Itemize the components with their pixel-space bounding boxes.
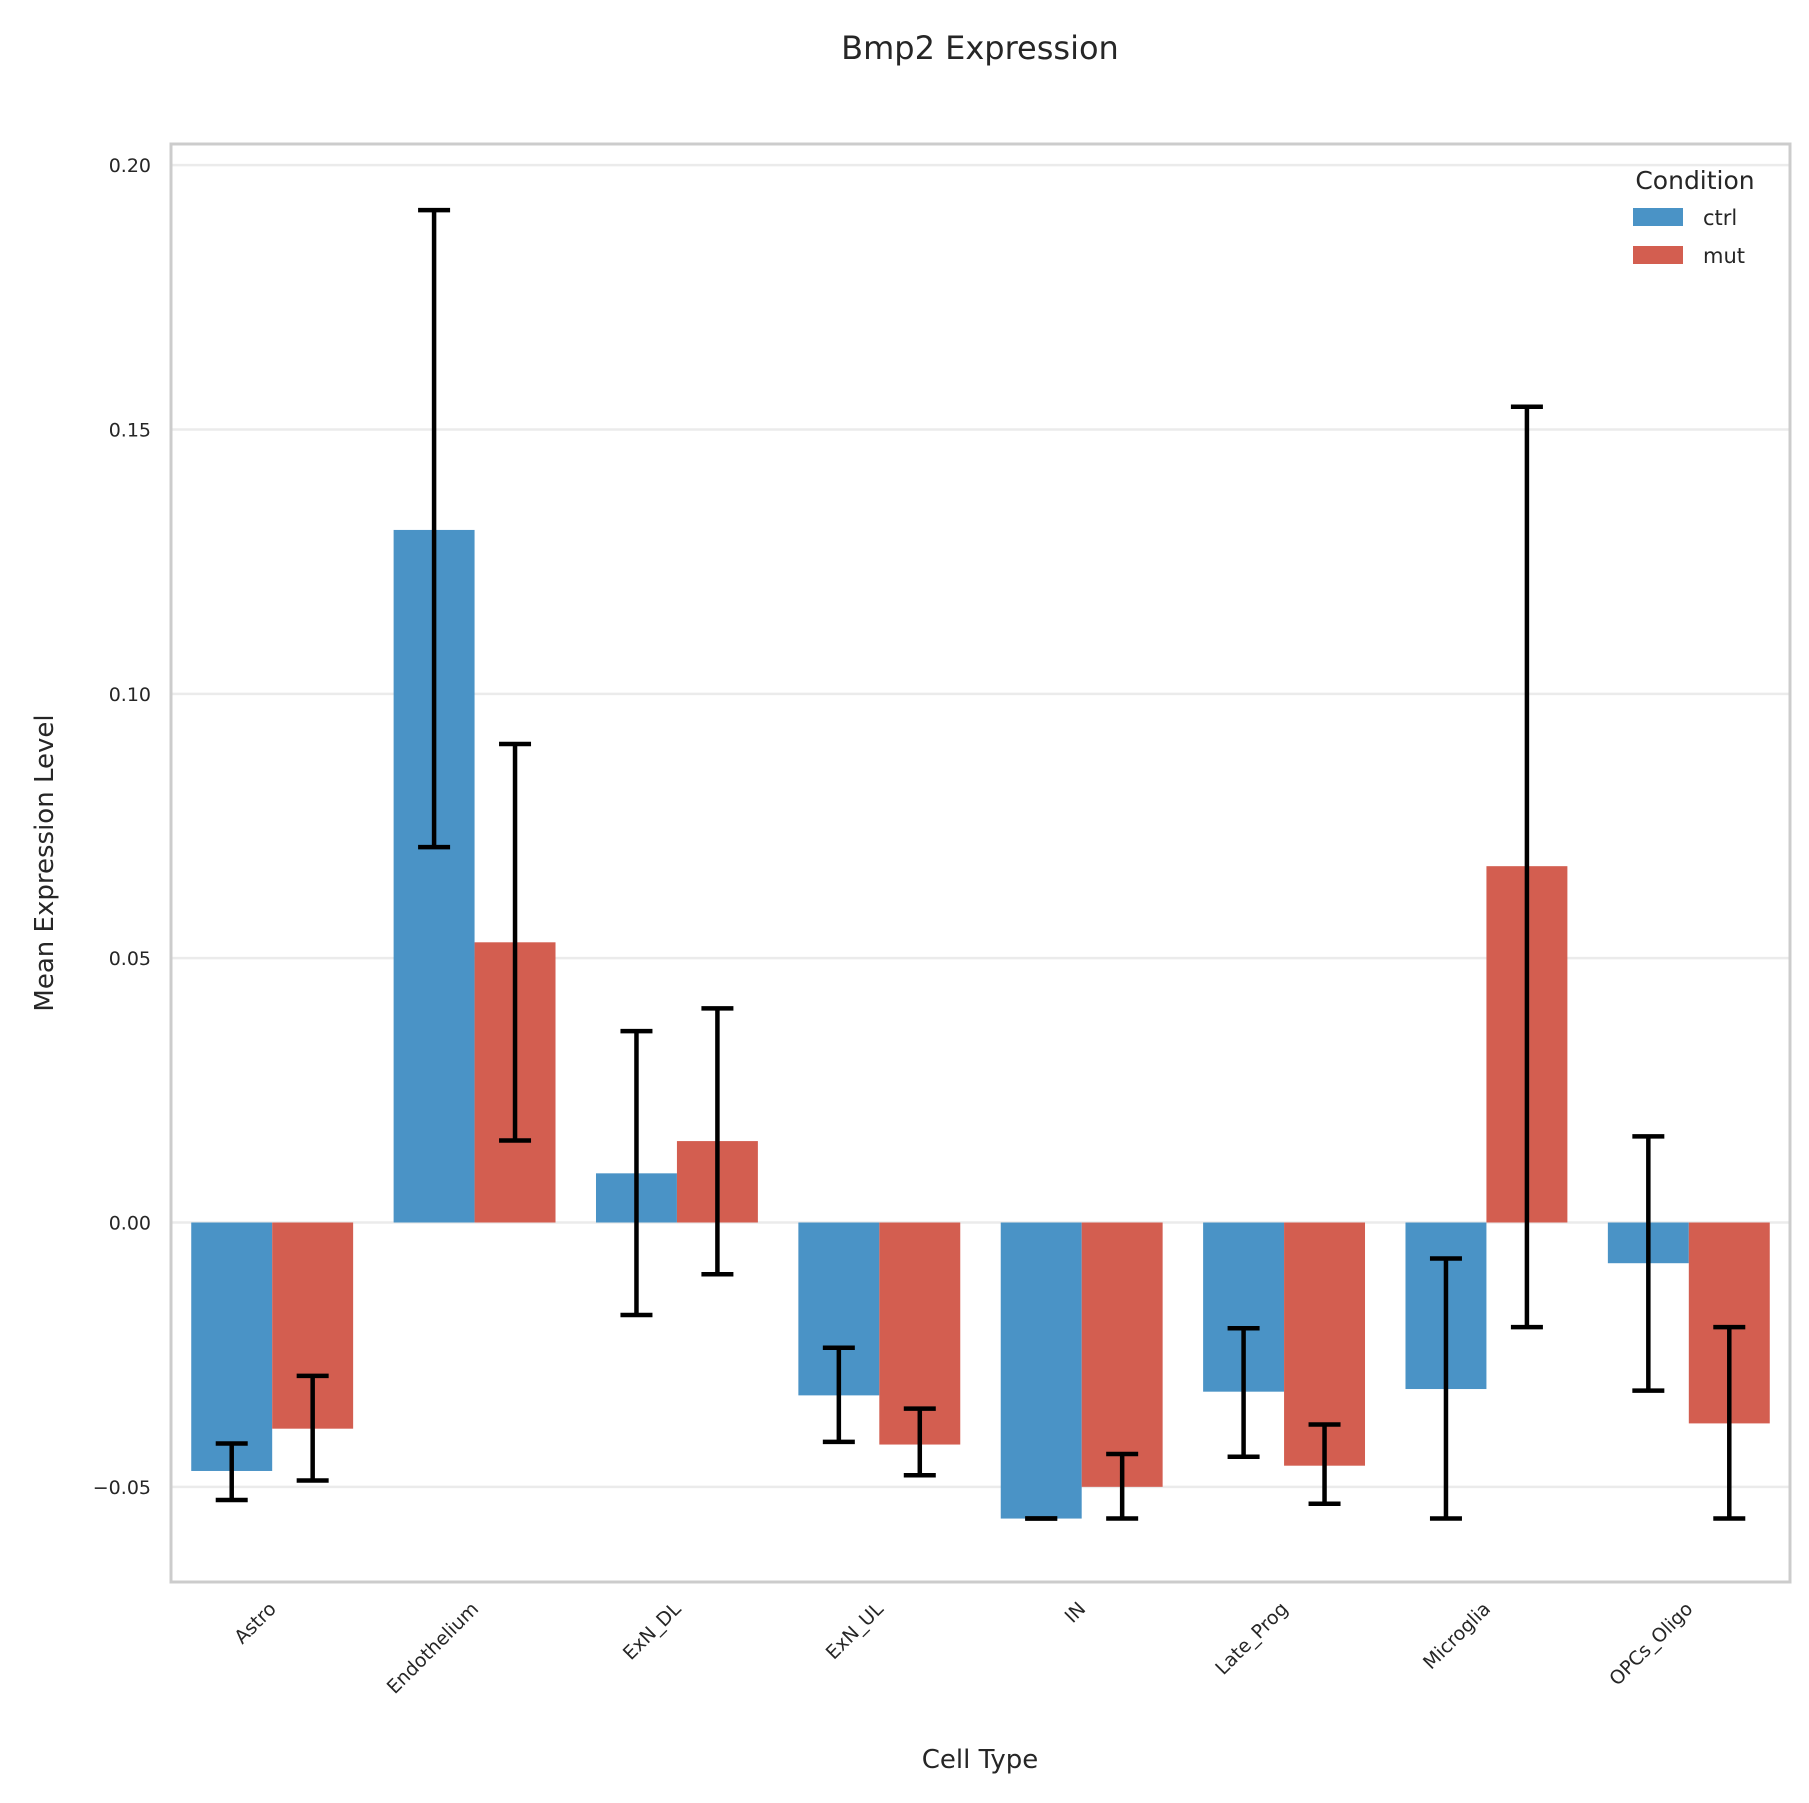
bar-mut-IN <box>1081 1222 1163 1487</box>
y-tick-label: −0.05 <box>93 1477 151 1499</box>
x-axis-label: Cell Type <box>922 1745 1039 1775</box>
legend-label-mut: mut <box>1703 244 1745 268</box>
x-tick-label: Late_Prog <box>1211 1598 1292 1679</box>
x-tick-label: ExN_DL <box>619 1598 686 1665</box>
x-tick-label: OPCs_Oligo <box>1605 1598 1697 1690</box>
legend-title: Condition <box>1635 166 1754 195</box>
legend: Condition ctrl mut <box>1633 166 1755 268</box>
y-tick-label: 0.05 <box>109 948 151 970</box>
y-tick-label: 0.00 <box>109 1213 151 1235</box>
y-axis-label: Mean Expression Level <box>30 714 60 1011</box>
x-tick-label: Microglia <box>1419 1598 1495 1674</box>
y-tick-labels: −0.05 0.00 0.05 0.10 0.15 0.20 <box>93 155 151 1499</box>
x-tick-label: Endothelium <box>383 1598 483 1698</box>
legend-label-ctrl: ctrl <box>1703 206 1737 230</box>
bar-ctrl-Astro <box>191 1222 273 1471</box>
x-tick-label: IN <box>1061 1598 1091 1628</box>
legend-swatch-mut <box>1633 246 1683 264</box>
error-bars <box>215 207 1746 1521</box>
bar-ctrl-IN <box>1000 1222 1082 1519</box>
x-tick-label: Astro <box>230 1598 280 1648</box>
y-tick-label: 0.20 <box>109 155 151 177</box>
bars <box>191 529 1770 1519</box>
legend-swatch-ctrl <box>1633 208 1683 226</box>
y-tick-label: 0.15 <box>109 419 151 441</box>
plot-frame <box>169 142 1792 1584</box>
chart-title: Bmp2 Expression <box>841 29 1119 67</box>
x-tick-label: ExN_UL <box>822 1598 888 1664</box>
y-tick-label: 0.10 <box>109 684 151 706</box>
x-tick-labels: Astro Endothelium ExN_DL ExN_UL IN Late_Prog M… <box>230 1598 1697 1699</box>
